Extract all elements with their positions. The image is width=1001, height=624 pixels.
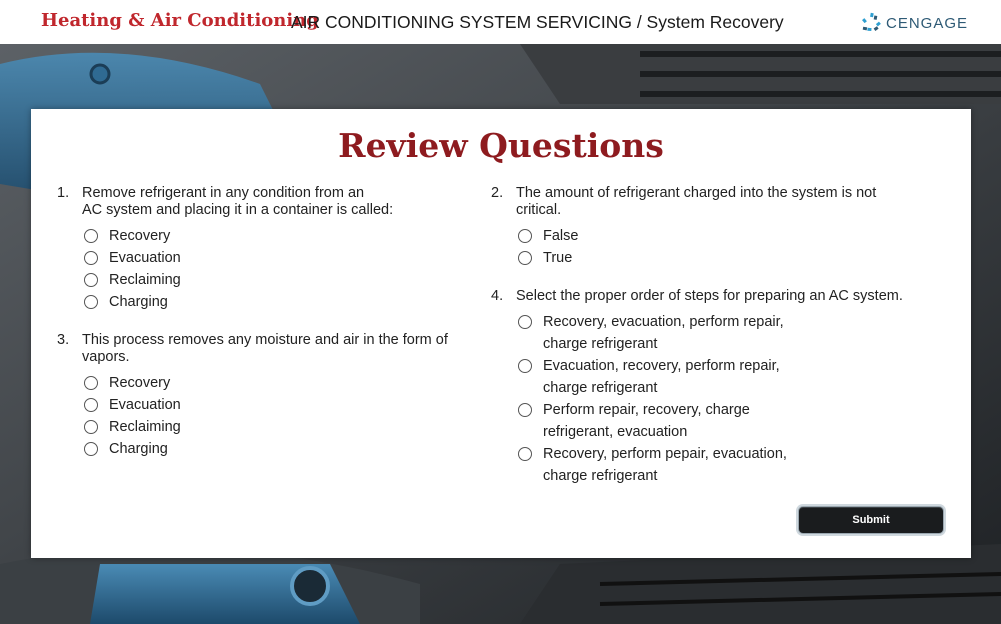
answer-label: charge refrigerant [543, 468, 658, 484]
answer-option[interactable]: Charging [82, 291, 477, 313]
question-1: 1. Remove refrigerant in any condition f… [57, 185, 477, 313]
answer-option[interactable]: True [516, 247, 931, 269]
answer-label: charge refrigerant [543, 336, 658, 352]
answer-options: Recovery, evacuation, perform repair, cha… [491, 311, 951, 487]
answer-label: Reclaiming [109, 272, 181, 288]
radio-button-icon[interactable] [84, 398, 98, 412]
question-line: vapors. [82, 349, 130, 365]
question-4: 4. Select the proper order of steps for … [491, 288, 951, 487]
answer-label: charge refrigerant [543, 380, 658, 396]
question-line: AC system and placing it in a container … [82, 202, 394, 218]
answer-option[interactable]: Perform repair, recovery, charge refriger… [516, 399, 951, 443]
question-2: 2. The amount of refrigerant charged int… [491, 185, 931, 269]
review-questions-card: Review Questions 1. Remove refrigerant i… [31, 109, 971, 558]
question-text: 1. Remove refrigerant in any condition f… [57, 185, 477, 219]
question-3: 3. This process removes any moisture and… [57, 332, 477, 460]
answer-option[interactable]: Charging [82, 438, 477, 460]
radio-button-icon[interactable] [84, 273, 98, 287]
card-title: Review Questions [338, 126, 664, 165]
radio-button-icon[interactable] [518, 359, 532, 373]
question-line: This process removes any moisture and ai… [82, 332, 448, 348]
answer-label: Charging [109, 294, 168, 310]
answer-label: True [543, 250, 573, 266]
radio-button-icon[interactable] [518, 315, 532, 329]
answer-option[interactable]: Recovery, perform pepair, evacuation, cha… [516, 443, 951, 487]
answer-option[interactable]: Recovery [82, 372, 477, 394]
question-line: Select the proper order of steps for pre… [516, 288, 903, 304]
answer-label: Evacuation, recovery, perform repair, [543, 358, 780, 374]
radio-button-icon[interactable] [518, 229, 532, 243]
question-line: critical. [516, 202, 562, 218]
answer-option[interactable]: Evacuation [82, 247, 477, 269]
question-text: 2. The amount of refrigerant charged int… [491, 185, 931, 219]
radio-button-icon[interactable] [84, 295, 98, 309]
header: Heating & Air Conditioning AIR CONDITION… [0, 0, 1001, 44]
radio-button-icon[interactable] [84, 442, 98, 456]
radio-button-icon[interactable] [518, 251, 532, 265]
question-text: 3. This process removes any moisture and… [57, 332, 477, 366]
answer-label: False [543, 228, 579, 244]
question-text: 4. Select the proper order of steps for … [491, 288, 951, 305]
answer-option[interactable]: Recovery [82, 225, 477, 247]
answer-option[interactable]: Reclaiming [82, 416, 477, 438]
logo-text: CENGAGE [886, 15, 969, 32]
answer-label: refrigerant, evacuation [543, 424, 688, 440]
radio-button-icon[interactable] [518, 447, 532, 461]
answer-options: False True [491, 225, 931, 269]
question-number: 4. [491, 288, 504, 304]
question-number: 1. [57, 185, 70, 201]
course-title: Heating & Air Conditioning [41, 10, 319, 31]
answer-label: Recovery [109, 228, 171, 244]
radio-button-icon[interactable] [84, 420, 98, 434]
answer-option[interactable]: Evacuation, recovery, perform repair, cha… [516, 355, 951, 399]
radio-button-icon[interactable] [84, 229, 98, 243]
answer-label: Evacuation [109, 250, 181, 266]
question-line: Remove refrigerant in any condition from… [82, 185, 365, 201]
radio-button-icon[interactable] [84, 376, 98, 390]
answer-option[interactable]: Reclaiming [82, 269, 477, 291]
cengage-logo-icon [862, 12, 881, 32]
answer-options: Recovery Evacuation Reclaiming Charging [57, 225, 477, 313]
answer-label: Recovery [109, 375, 171, 391]
radio-button-icon[interactable] [84, 251, 98, 265]
answer-label: Recovery, evacuation, perform repair, [543, 314, 784, 330]
answer-option[interactable]: False [516, 225, 931, 247]
answer-label: Charging [109, 441, 168, 457]
question-number: 2. [491, 185, 504, 201]
answer-label: Reclaiming [109, 419, 181, 435]
answer-label: Evacuation [109, 397, 181, 413]
answer-option[interactable]: Recovery, evacuation, perform repair, cha… [516, 311, 951, 355]
question-line: The amount of refrigerant charged into t… [516, 185, 877, 201]
question-number: 3. [57, 332, 70, 348]
submit-button[interactable]: Submit [798, 506, 944, 534]
answer-option[interactable]: Evacuation [82, 394, 477, 416]
answer-options: Recovery Evacuation Reclaiming Charging [57, 372, 477, 460]
module-title: AIR CONDITIONING SYSTEM SERVICING / Syst… [291, 12, 784, 32]
radio-button-icon[interactable] [518, 403, 532, 417]
answer-label: Perform repair, recovery, charge [543, 402, 750, 418]
answer-label: Recovery, perform pepair, evacuation, [543, 446, 787, 462]
